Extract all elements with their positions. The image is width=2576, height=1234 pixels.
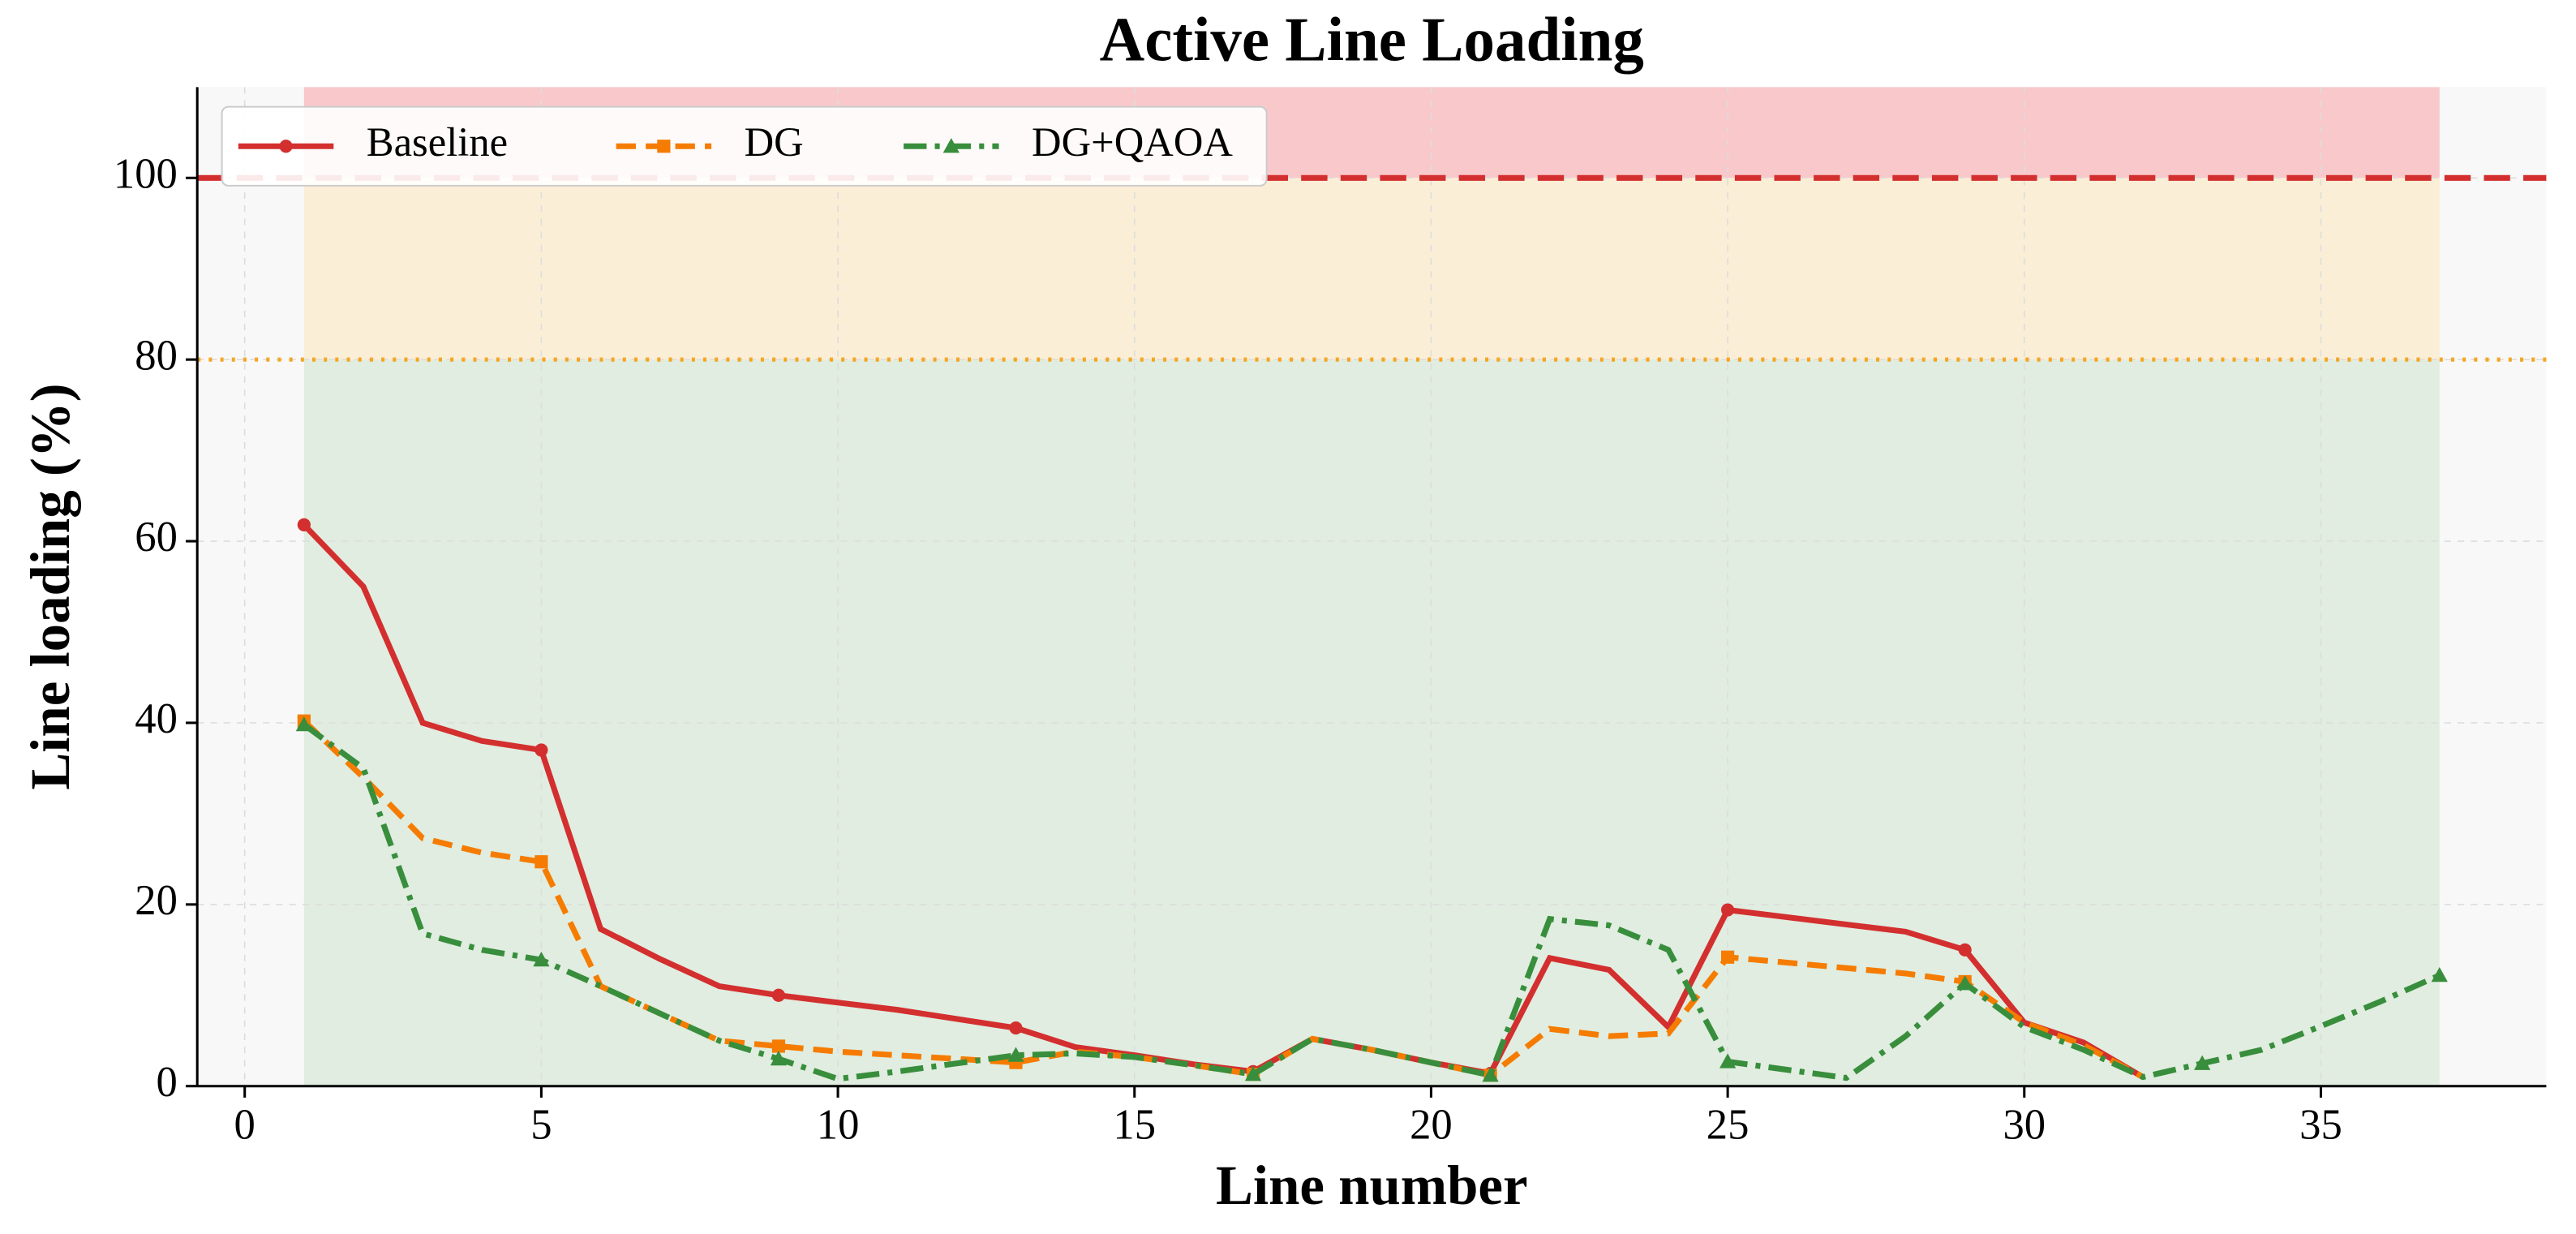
marker [533,951,550,967]
marker [1009,1021,1023,1035]
legend: Baseline DG DG+QAOA [221,105,1268,187]
y-tick-label: 40 [135,695,178,742]
x-tick-label: 30 [2003,1101,2046,1148]
legend-box [221,105,1268,187]
x-tick-label: 10 [817,1101,860,1148]
y-axis-label: Line loading (%) [19,383,81,789]
legend-label: Baseline [367,119,508,165]
marker [1719,1053,1737,1068]
series-line [302,722,2441,1082]
marker [1721,903,1735,917]
marker [771,988,786,1002]
legend-label: DG+QAOA [1032,119,1233,165]
x-tick-label: 15 [1113,1101,1156,1148]
marker [1482,1067,1499,1082]
marker [535,855,548,869]
marker [657,140,671,153]
x-tick-label: 35 [2299,1101,2342,1148]
marker [942,138,960,153]
x-tick-label: 20 [1410,1101,1453,1148]
marker [2431,967,2448,982]
y-tick-label: 80 [135,332,178,379]
x-tick-label: 5 [530,1101,552,1148]
marker [297,518,311,532]
y-tick-label: 0 [157,1059,178,1106]
marker [1721,950,1735,964]
marker [2194,1055,2211,1070]
marker [770,1051,788,1066]
y-tick-label: 20 [135,877,178,924]
zone-band [303,178,2440,360]
marker [535,743,548,757]
marker [771,1039,786,1053]
x-axis-label: Line number [1216,1154,1528,1216]
marker [1958,943,1972,957]
legend-label: DG [745,119,804,165]
marker [1007,1047,1024,1062]
y-tick-label: 100 [114,150,178,197]
x-tick-label: 25 [1707,1101,1750,1148]
marker [295,716,312,732]
chart-title: Active Line Loading [1100,4,1644,74]
x-tick-label: 0 [234,1101,255,1148]
marker [1244,1066,1262,1081]
y-tick-label: 60 [135,514,178,561]
marker [279,140,293,153]
marker [1956,975,1973,991]
